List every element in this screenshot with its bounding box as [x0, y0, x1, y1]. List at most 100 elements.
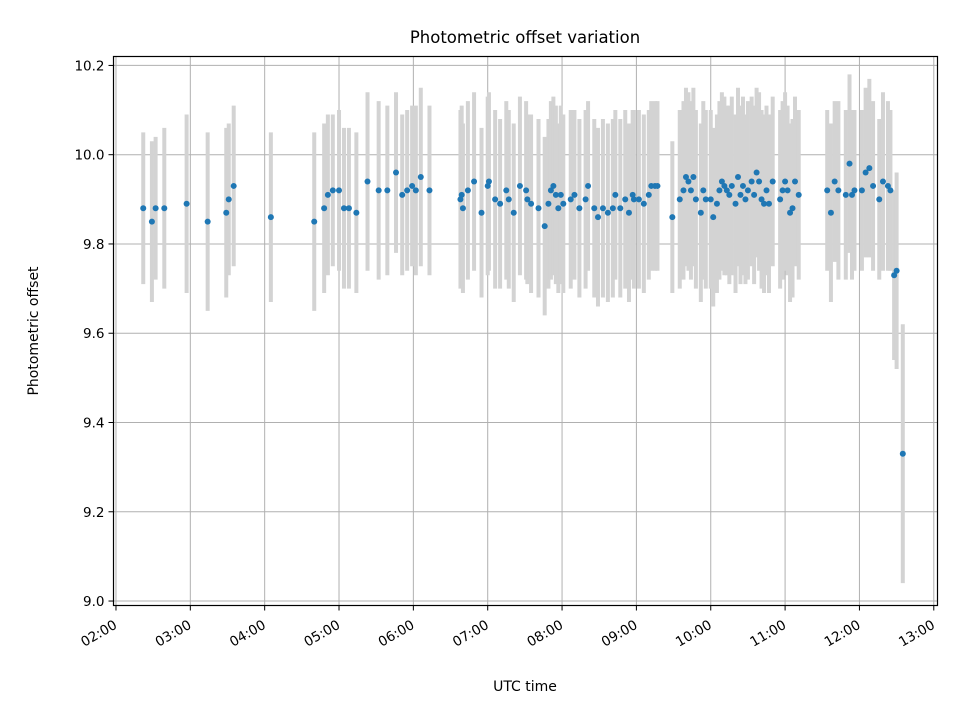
data-point [789, 205, 796, 212]
chart-title: Photometric offset variation [410, 28, 640, 47]
data-point [557, 191, 564, 198]
data-point [409, 182, 416, 189]
data-point [458, 191, 465, 198]
data-point [742, 196, 749, 203]
x-tick-label: 03:00 [153, 617, 195, 650]
data-point [152, 205, 159, 212]
data-point [412, 187, 419, 194]
data-point [846, 160, 853, 167]
data-point [505, 196, 512, 203]
data-point [267, 214, 274, 221]
x-tick-label: 02:00 [78, 617, 120, 650]
data-point [870, 182, 877, 189]
data-point [716, 187, 723, 194]
data-point [654, 182, 661, 189]
data-point [748, 178, 755, 185]
data-point [851, 187, 858, 194]
data-point [404, 187, 411, 194]
data-point [497, 200, 504, 207]
data-point [721, 182, 728, 189]
data-point [687, 187, 694, 194]
x-tick-label: 11:00 [747, 617, 789, 650]
data-point [899, 450, 906, 457]
data-points [140, 160, 906, 457]
data-point [478, 209, 485, 216]
data-point [735, 174, 742, 181]
x-tick-label: 04:00 [227, 617, 269, 650]
data-point [375, 187, 382, 194]
data-point [545, 200, 552, 207]
data-point [510, 209, 517, 216]
data-point [676, 196, 683, 203]
x-tick-label: 07:00 [450, 617, 492, 650]
x-tick-label: 12:00 [822, 617, 864, 650]
data-point [756, 178, 763, 185]
data-point [763, 187, 770, 194]
data-point [547, 187, 554, 194]
data-point [560, 200, 567, 207]
data-point [140, 205, 147, 212]
data-point [625, 209, 632, 216]
data-point [612, 191, 619, 198]
data-point [340, 205, 347, 212]
data-point [769, 178, 776, 185]
data-point [779, 187, 786, 194]
data-point [503, 187, 510, 194]
data-point [336, 187, 343, 194]
data-point [464, 187, 471, 194]
data-point [541, 223, 548, 230]
data-point [204, 218, 211, 225]
data-point [567, 196, 574, 203]
y-axis-label: Photometric offset [26, 266, 42, 396]
data-point [690, 174, 697, 181]
data-point [528, 200, 535, 207]
data-point [777, 196, 784, 203]
data-point [384, 187, 391, 194]
data-point [732, 200, 739, 207]
data-point [535, 205, 542, 212]
data-point [737, 191, 744, 198]
data-point [893, 267, 900, 274]
x-tick-label: 09:00 [599, 617, 641, 650]
data-point [728, 182, 735, 189]
data-point [753, 169, 760, 176]
y-axis-ticks: 9.0 9.2 9.4 9.6 9.8 10.0 10.2 [74, 58, 114, 610]
data-point [842, 191, 849, 198]
data-point [617, 205, 624, 212]
x-axis-ticks: 02:00 03:00 04:00 05:00 06:00 07:00 08:00 09:00… [78, 605, 938, 650]
data-point [417, 174, 424, 181]
data-point [492, 196, 499, 203]
data-point [311, 218, 318, 225]
data-point [876, 196, 883, 203]
data-point [550, 182, 557, 189]
y-tick-label: 10.0 [74, 148, 104, 164]
data-point [849, 191, 856, 198]
data-point [792, 178, 799, 185]
data-point [183, 200, 190, 207]
data-point [622, 196, 629, 203]
data-point [710, 214, 717, 221]
data-point [523, 187, 530, 194]
data-point [697, 209, 704, 216]
data-point [680, 187, 687, 194]
data-point [879, 178, 886, 185]
data-point [524, 196, 531, 203]
data-point [594, 214, 601, 221]
y-tick-label: 9.8 [83, 237, 104, 253]
data-point [161, 205, 168, 212]
data-point [324, 191, 331, 198]
data-point [835, 187, 842, 194]
data-point [891, 272, 898, 279]
data-point [364, 178, 371, 185]
data-point [718, 178, 725, 185]
data-point [148, 218, 155, 225]
data-point [700, 187, 707, 194]
y-tick-label: 9.2 [83, 505, 104, 521]
data-point [782, 178, 789, 185]
data-point [862, 169, 869, 176]
data-point [682, 174, 689, 181]
x-axis-label: UTC time [493, 679, 557, 695]
error-bars [141, 74, 905, 584]
data-point [599, 205, 606, 212]
